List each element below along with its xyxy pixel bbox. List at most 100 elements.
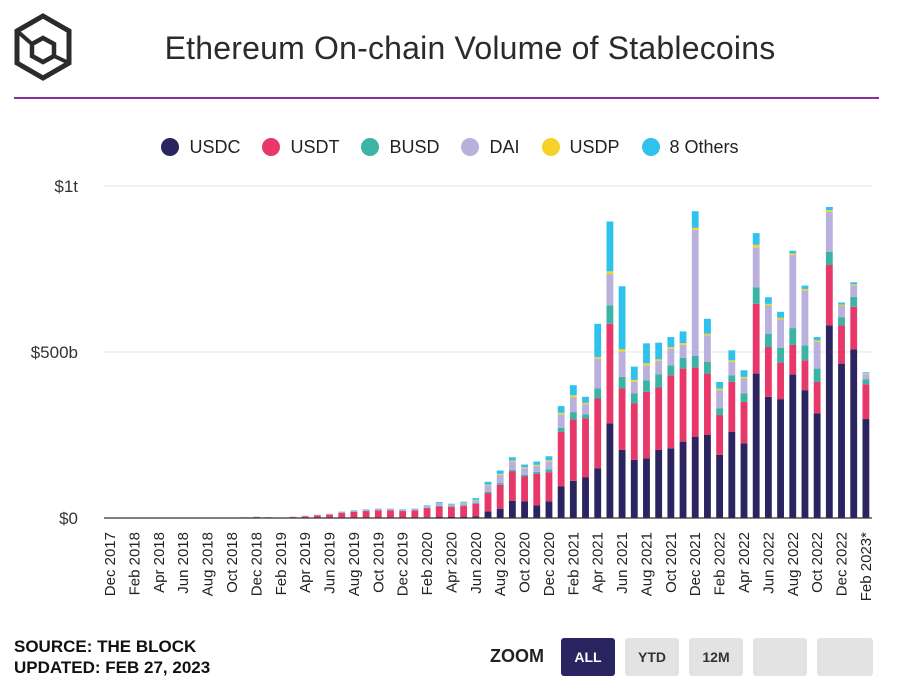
- bar-usdp-38: [569, 395, 577, 398]
- bar-usdt-38: [569, 419, 577, 481]
- x-tick-label: Apr 2022: [736, 532, 753, 593]
- bar-dai-56: [789, 255, 797, 329]
- bar-dai-48: [691, 229, 699, 356]
- zoom-ytd-button[interactable]: YTD: [625, 638, 679, 676]
- legend-item-usdt[interactable]: USDT: [262, 137, 339, 158]
- bar-8-others-37: [557, 406, 565, 413]
- bar-busd-58: [813, 368, 821, 382]
- bar-dai-42: [618, 352, 626, 377]
- x-tick-label: Dec 2021: [687, 532, 704, 596]
- legend-label: BUSD: [389, 136, 440, 157]
- zoom-extra-button-2[interactable]: [817, 638, 873, 676]
- zoom-extra-button-1[interactable]: [753, 638, 807, 676]
- bar-usdt-29: [460, 506, 468, 517]
- x-tick-label: Jun 2021: [614, 532, 631, 594]
- bar-usdp-43: [630, 379, 638, 382]
- bar-dai-45: [655, 360, 663, 375]
- bar-8-others-53: [752, 233, 760, 245]
- bar-busd-43: [630, 393, 638, 404]
- bar-usdc-34: [521, 501, 528, 518]
- bar-8-others-43: [630, 366, 638, 380]
- bar-dai-49: [704, 335, 711, 362]
- bar-8-others-44: [643, 343, 650, 364]
- bar-dai-20: [350, 510, 358, 512]
- bar-usdt-25: [411, 510, 419, 518]
- bar-usdt-57: [801, 360, 809, 391]
- bar-dai-31: [484, 485, 492, 492]
- legend-dot-icon: [262, 138, 281, 156]
- bar-busd-57: [801, 345, 809, 361]
- stacked-bar-chart: $0 $500b $1t Dec 2017 Feb 2018 Apr 2018 Jun 20…: [31, 177, 875, 601]
- bar-usdc-36: [545, 501, 553, 518]
- legend-item-usdp[interactable]: USDP: [541, 136, 620, 158]
- zoom-all-button[interactable]: ALL: [561, 638, 615, 676]
- legend-item-dai[interactable]: DAI: [461, 137, 520, 158]
- bar-8-others-45: [655, 342, 663, 360]
- bar-usdp-59: [825, 210, 833, 212]
- bar-usdt-22: [374, 510, 382, 518]
- bar-dai-55: [777, 319, 784, 348]
- bar-dai-51: [728, 361, 736, 376]
- bar-usdt-43: [630, 403, 638, 460]
- bar-usdt-23: [387, 510, 394, 518]
- bar-busd-61: [850, 296, 858, 307]
- bar-usdc-41: [606, 423, 614, 518]
- bar-usdt-49: [704, 373, 711, 435]
- bar-usdc-54: [764, 396, 772, 518]
- bar-usdp-57: [801, 288, 809, 291]
- bar-dai-27: [435, 503, 443, 506]
- bar-8-others-49: [704, 318, 711, 334]
- x-tick-label: Oct 2019: [370, 532, 387, 593]
- bar-usdp-47: [679, 343, 687, 345]
- bar-usdt-45: [655, 387, 663, 450]
- bar-usdt-39: [582, 418, 589, 478]
- bar-usdt-31: [484, 493, 492, 512]
- bar-busd-55: [777, 347, 784, 363]
- bar-8-others-61: [850, 282, 858, 285]
- bar-usdt-50: [716, 415, 724, 455]
- bar-usdc-57: [801, 390, 809, 518]
- bar-usdt-17: [313, 515, 321, 518]
- bar-busd-49: [704, 361, 711, 374]
- bar-usdt-52: [740, 401, 748, 444]
- bar-8-others-51: [728, 350, 736, 361]
- bar-usdc-61: [850, 349, 858, 518]
- bar-busd-32: [496, 483, 504, 485]
- bar-busd-26: [423, 507, 431, 509]
- bar-dai-61: [850, 285, 858, 297]
- bar-usdt-46: [667, 375, 675, 449]
- legend-item-usdc[interactable]: USDC: [161, 137, 240, 158]
- bar-dai-53: [752, 247, 760, 288]
- bar-8-others-38: [569, 385, 577, 396]
- bar-dai-17: [313, 514, 321, 516]
- bar-usdp-29: [460, 502, 468, 504]
- bar-dai-37: [557, 414, 565, 428]
- bar-usdp-44: [643, 363, 650, 366]
- bar-8-others-52: [740, 370, 748, 377]
- bar-usdc-44: [643, 458, 650, 518]
- bar-8-others-23: [387, 508, 394, 510]
- bar-usdt-47: [679, 368, 687, 442]
- bar-dai-16: [301, 515, 309, 517]
- bar-usdp-51: [728, 360, 736, 362]
- bar-8-others-29: [460, 501, 468, 503]
- legend-item-busd[interactable]: BUSD: [361, 137, 439, 158]
- bar-usdt-62: [862, 384, 870, 420]
- bar-dai-59: [825, 211, 833, 252]
- x-tick-label: Dec 2022: [834, 532, 851, 596]
- bar-busd-52: [740, 393, 748, 402]
- bar-usdt-24: [399, 511, 407, 518]
- bar-8-others-54: [764, 297, 772, 304]
- bar-dai-38: [569, 397, 577, 413]
- bar-8-others-42: [618, 286, 626, 350]
- bar-dai-44: [643, 365, 650, 381]
- legend-label: USDP: [569, 136, 620, 157]
- bar-8-others-33: [508, 457, 516, 461]
- bar-8-others-59: [825, 206, 833, 211]
- bar-8-others-40: [594, 323, 602, 357]
- legend-item-8-others[interactable]: 8 Others: [641, 137, 739, 158]
- zoom-12m-button[interactable]: 12M: [689, 638, 743, 676]
- x-tick-label: Aug 2018: [200, 532, 217, 596]
- bar-8-others-20: [350, 510, 358, 511]
- bar-8-others-26: [423, 505, 431, 507]
